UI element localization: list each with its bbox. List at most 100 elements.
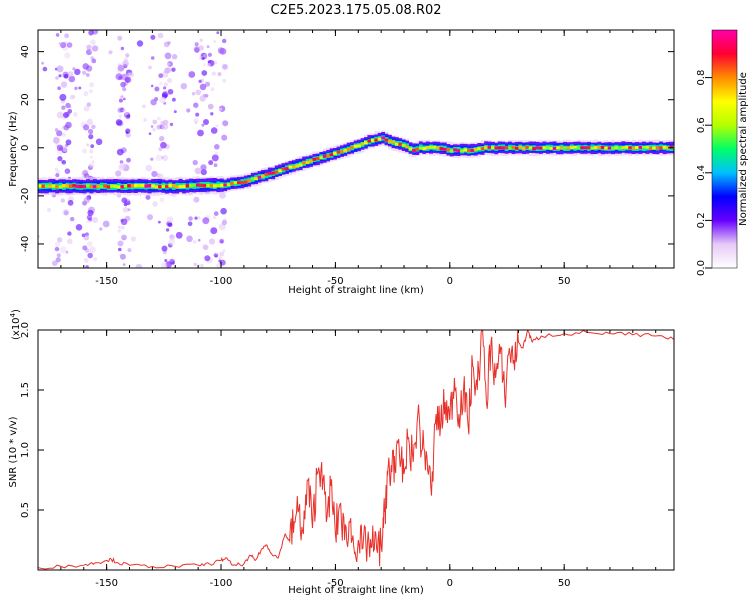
heatmap-cell xyxy=(67,199,74,206)
heatmap-cell xyxy=(580,146,584,150)
heatmap-cell xyxy=(432,145,437,149)
heatmap-cell xyxy=(90,49,93,53)
heatmap-cell xyxy=(222,120,229,127)
heatmap-cell xyxy=(226,183,231,187)
heatmap-cell xyxy=(593,146,598,149)
heatmap-cell xyxy=(55,173,60,178)
heatmap-cell xyxy=(182,184,186,188)
heatmap-cell xyxy=(64,52,71,59)
heatmap-cell xyxy=(167,78,173,83)
heatmap-cell xyxy=(99,185,104,189)
snr-frame xyxy=(37,329,675,571)
heatmap-cell xyxy=(206,45,210,49)
heatmap-cell xyxy=(214,254,218,258)
colorbar-ticks: 0.0 0.2 0.4 0.6 0.8 xyxy=(696,70,712,276)
x-tick-label: -150 xyxy=(95,276,118,287)
y-tick-label: 1.0 xyxy=(20,442,31,458)
heatmap-cell xyxy=(477,147,482,150)
heatmap-cell xyxy=(108,50,113,55)
heatmap-cell xyxy=(180,83,187,90)
snr-scale-note: (x104) xyxy=(9,309,22,340)
heatmap-cell xyxy=(219,238,225,244)
heatmap-cell xyxy=(442,148,447,151)
heatmap-cell xyxy=(398,142,403,146)
heatmap-cell xyxy=(103,184,107,188)
heatmap-cell xyxy=(167,222,173,227)
heatmap-cell xyxy=(161,154,169,162)
heatmap-cell xyxy=(202,217,210,225)
heatmap-cell xyxy=(56,130,63,137)
heatmap-cell xyxy=(127,184,131,188)
heatmap-cell xyxy=(221,219,227,226)
heatmap-cell xyxy=(158,185,162,189)
colorbar-tick-label: 0.8 xyxy=(696,70,707,86)
heatmap-cell xyxy=(463,148,468,152)
heatmap-cell xyxy=(56,237,63,243)
heatmap-cell xyxy=(89,149,94,154)
heatmap-cell xyxy=(669,145,674,149)
heatmap-cell xyxy=(91,58,97,64)
heatmap-cell xyxy=(604,146,608,150)
heatmap-cell xyxy=(480,147,485,151)
heatmap-cell xyxy=(201,56,205,61)
heatmap-cell xyxy=(70,216,75,222)
heatmap-cell xyxy=(102,220,110,228)
heatmap-cell xyxy=(168,239,175,246)
heatmap-cell xyxy=(91,216,99,224)
x-tick-label: -100 xyxy=(210,276,233,287)
heatmap-cell xyxy=(150,157,154,161)
heatmap-cell xyxy=(120,46,125,51)
heatmap-cell xyxy=(145,164,153,172)
heatmap-cell xyxy=(285,167,289,171)
heatmap-marks xyxy=(38,30,674,268)
heatmap-cell xyxy=(117,229,122,233)
heatmap-cell xyxy=(117,240,124,247)
heatmap-cell xyxy=(635,146,639,149)
heatmap-cell xyxy=(127,208,131,212)
heatmap-cell xyxy=(59,93,67,101)
heatmap-cell xyxy=(69,94,75,100)
heatmap-cell xyxy=(122,206,129,213)
heatmap-cell xyxy=(638,146,643,149)
heatmap-cell xyxy=(63,124,70,131)
heatmap-cell xyxy=(83,91,89,97)
heatmap-cell xyxy=(542,146,547,150)
heatmap-cell xyxy=(185,184,190,188)
heatmap-cell xyxy=(166,216,174,224)
heatmap-cell xyxy=(223,183,228,187)
heatmap-cell xyxy=(67,231,72,236)
heatmap-cell xyxy=(92,185,97,189)
heatmap-cell xyxy=(53,136,60,144)
heatmap-cell xyxy=(41,61,44,65)
heatmap-cell xyxy=(214,151,219,155)
heatmap-cell xyxy=(62,209,70,216)
heatmap-cell xyxy=(169,122,174,127)
heatmap-cell xyxy=(61,132,66,137)
heatmap-cell xyxy=(539,146,543,150)
heatmap-cell xyxy=(336,150,341,154)
heatmap-cell xyxy=(151,170,158,178)
x-tick-label: 50 xyxy=(558,276,571,287)
heatmap-cell xyxy=(370,138,375,142)
heatmap-cell xyxy=(157,32,164,39)
heatmap-cell xyxy=(117,35,123,41)
heatmap-cell xyxy=(113,184,118,188)
heatmap-cell xyxy=(216,184,221,188)
heatmap-cell xyxy=(123,202,128,207)
snr-line xyxy=(38,330,674,570)
heatmap-cell xyxy=(175,185,180,189)
x-tick-label: 0 xyxy=(447,578,453,589)
heatmap-cell xyxy=(201,70,208,76)
heatmap-cell xyxy=(58,185,63,189)
heatmap-cell xyxy=(75,184,80,189)
colorbar-label: Normalized spectral amplitude xyxy=(738,72,749,226)
heatmap-cell xyxy=(487,145,492,149)
heatmap-cell xyxy=(312,157,317,161)
heatmap-cell xyxy=(160,141,167,149)
heatmap-cell xyxy=(67,238,73,245)
heatmap-cell xyxy=(82,245,88,251)
heatmap-cell xyxy=(86,143,90,147)
heatmap-cell xyxy=(152,119,158,125)
heatmap-cell xyxy=(666,146,670,150)
heatmap-cell xyxy=(460,149,464,153)
